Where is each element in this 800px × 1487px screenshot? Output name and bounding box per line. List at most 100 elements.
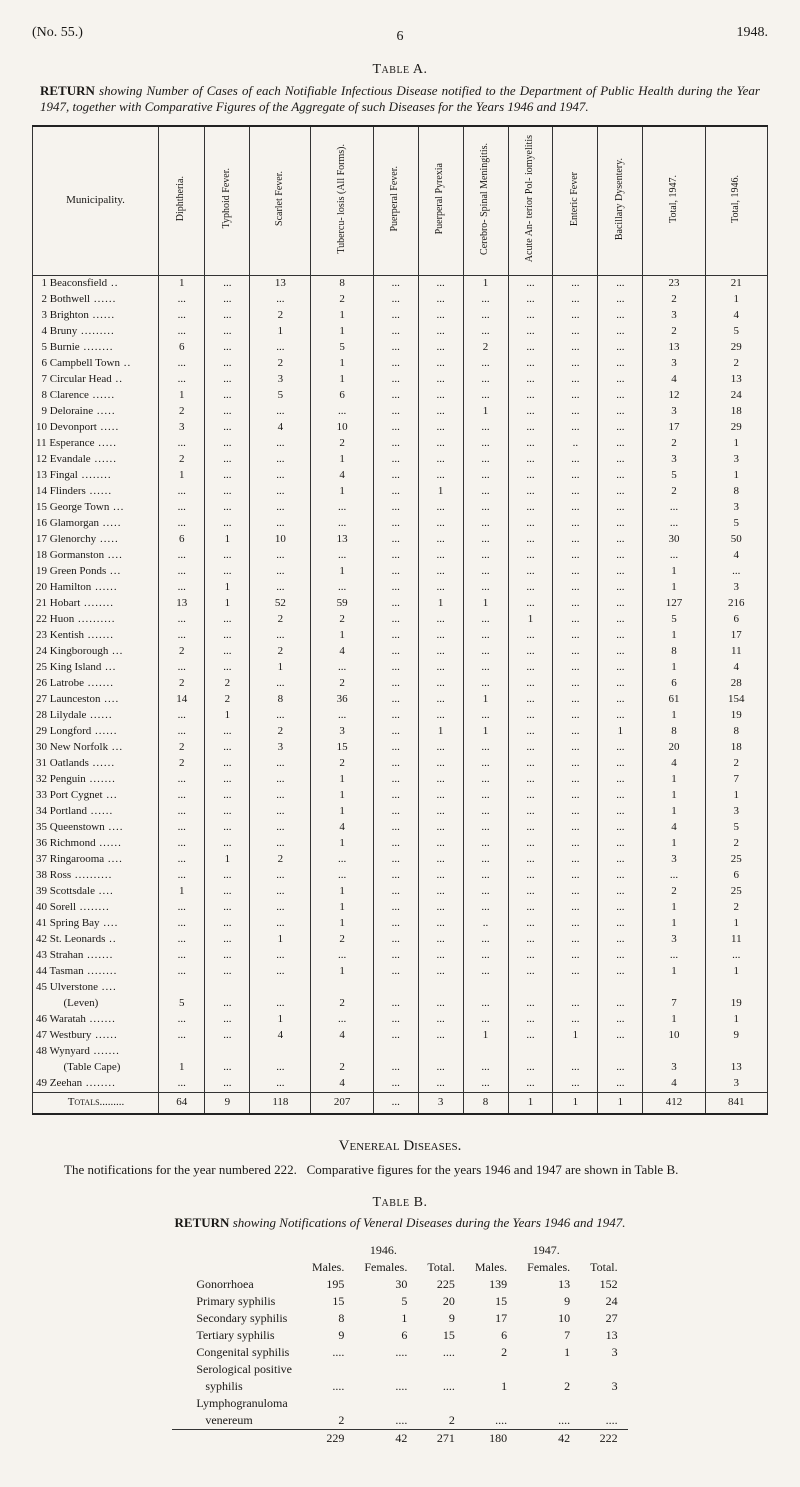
cell: 8: [250, 692, 311, 708]
cell: ...: [508, 388, 553, 404]
cell: 13: [580, 1327, 628, 1344]
cell: ...: [250, 580, 311, 596]
cell: ...: [418, 468, 463, 484]
cell: 5: [159, 996, 205, 1012]
cell: 61: [643, 692, 705, 708]
cell: ...: [373, 644, 418, 660]
table-b-totals: 229 42 271 180 42 222: [172, 1429, 627, 1447]
cell: ...: [598, 324, 643, 340]
cell: ...: [159, 724, 205, 740]
cell: 2: [643, 292, 705, 308]
cell: 19: [705, 708, 767, 724]
cell: ...: [463, 564, 508, 580]
cell: ...: [508, 916, 553, 932]
cell: ...: [373, 676, 418, 692]
row-label: 28 Lilydale ......: [33, 708, 159, 724]
cell: ...: [508, 660, 553, 676]
cell: ...: [418, 275, 463, 292]
cell: ....: [580, 1412, 628, 1430]
cell: ...: [463, 740, 508, 756]
cell: 8: [302, 1310, 354, 1327]
cell: 4: [250, 1028, 311, 1044]
cell: ...: [508, 1060, 553, 1076]
col-h: Tubercu- losis (All Forms).: [336, 140, 349, 258]
cell: ...: [205, 516, 250, 532]
table-b-label: Table B.: [32, 1194, 768, 1212]
cell: 4: [705, 660, 767, 676]
col-females: Females.: [517, 1259, 580, 1276]
col-h: Cerebro- Spinal Meningitis.: [479, 139, 492, 259]
cell: ...: [463, 628, 508, 644]
cell: 52: [250, 596, 311, 612]
cell: ...: [205, 388, 250, 404]
cell: ...: [418, 452, 463, 468]
cell: ...: [373, 1092, 418, 1114]
cell: ...: [250, 916, 311, 932]
table-row: Secondary syphilis819171027: [172, 1310, 627, 1327]
cell: ...: [205, 548, 250, 564]
cell: [508, 1044, 553, 1060]
row-label: syphilis: [172, 1378, 302, 1395]
cell: ...: [159, 916, 205, 932]
cell: ...: [373, 1076, 418, 1093]
col-h: Puerperal Fever.: [389, 162, 402, 236]
row-label: 1 Beaconsfield ..: [33, 275, 159, 292]
cell: 13: [705, 1060, 767, 1076]
cell: ...: [311, 404, 373, 420]
cell: ...: [463, 484, 508, 500]
table-row: 26 Latrobe .......22...2................…: [33, 676, 768, 692]
col-h: Typhoid Fever.: [221, 164, 234, 232]
table-row: 10 Devonport .....3...410...............…: [33, 420, 768, 436]
cell: ...: [598, 1028, 643, 1044]
cell: 10: [311, 420, 373, 436]
cell: 7: [517, 1327, 580, 1344]
cell: ...: [373, 468, 418, 484]
table-row: (Table Cape)1......2..................31…: [33, 1060, 768, 1076]
cell: ...: [463, 964, 508, 980]
cell: ...: [159, 612, 205, 628]
cell: ...: [598, 740, 643, 756]
table-row: 15 George Town .........................…: [33, 500, 768, 516]
cell: 1: [250, 932, 311, 948]
cell: ...: [250, 340, 311, 356]
cell: ...: [553, 756, 598, 772]
cell: ...: [553, 532, 598, 548]
cell: ...: [418, 628, 463, 644]
cell: ....: [417, 1378, 465, 1395]
cell: [643, 980, 705, 996]
cell: 3: [705, 500, 767, 516]
cell: 2: [311, 932, 373, 948]
cell: ...: [463, 356, 508, 372]
cell: 1: [311, 900, 373, 916]
cell: 18: [705, 740, 767, 756]
cell: 20: [643, 740, 705, 756]
col-municipality: Municipality.: [33, 126, 159, 275]
cell: 1: [463, 275, 508, 292]
table-row: 22 Huon ................22.........1....…: [33, 612, 768, 628]
cell: ...: [553, 724, 598, 740]
cell: 2: [643, 884, 705, 900]
cell: ...: [250, 900, 311, 916]
cell: 1: [643, 788, 705, 804]
col-h: Diphtheria.: [175, 172, 188, 225]
cell: ...: [553, 676, 598, 692]
cell: 152: [580, 1276, 628, 1293]
cell: 9: [705, 1028, 767, 1044]
row-label: (Leven): [33, 996, 159, 1012]
cell: ...: [598, 308, 643, 324]
cell: ...: [373, 275, 418, 292]
cell: 11: [705, 932, 767, 948]
cell: ...: [250, 772, 311, 788]
cell: ...: [159, 500, 205, 516]
cell: ...: [553, 356, 598, 372]
cell: 4: [643, 372, 705, 388]
cell: 4: [643, 756, 705, 772]
tot-cell: 42: [354, 1429, 417, 1447]
cell: 1: [159, 388, 205, 404]
table-row: 44 Tasman .................1............…: [33, 964, 768, 980]
cell: 3: [643, 1060, 705, 1076]
cell: ...: [418, 1028, 463, 1044]
cell: 8: [463, 1092, 508, 1114]
cell: ...: [205, 468, 250, 484]
table-row: 12 Evandale ......2......1..............…: [33, 452, 768, 468]
